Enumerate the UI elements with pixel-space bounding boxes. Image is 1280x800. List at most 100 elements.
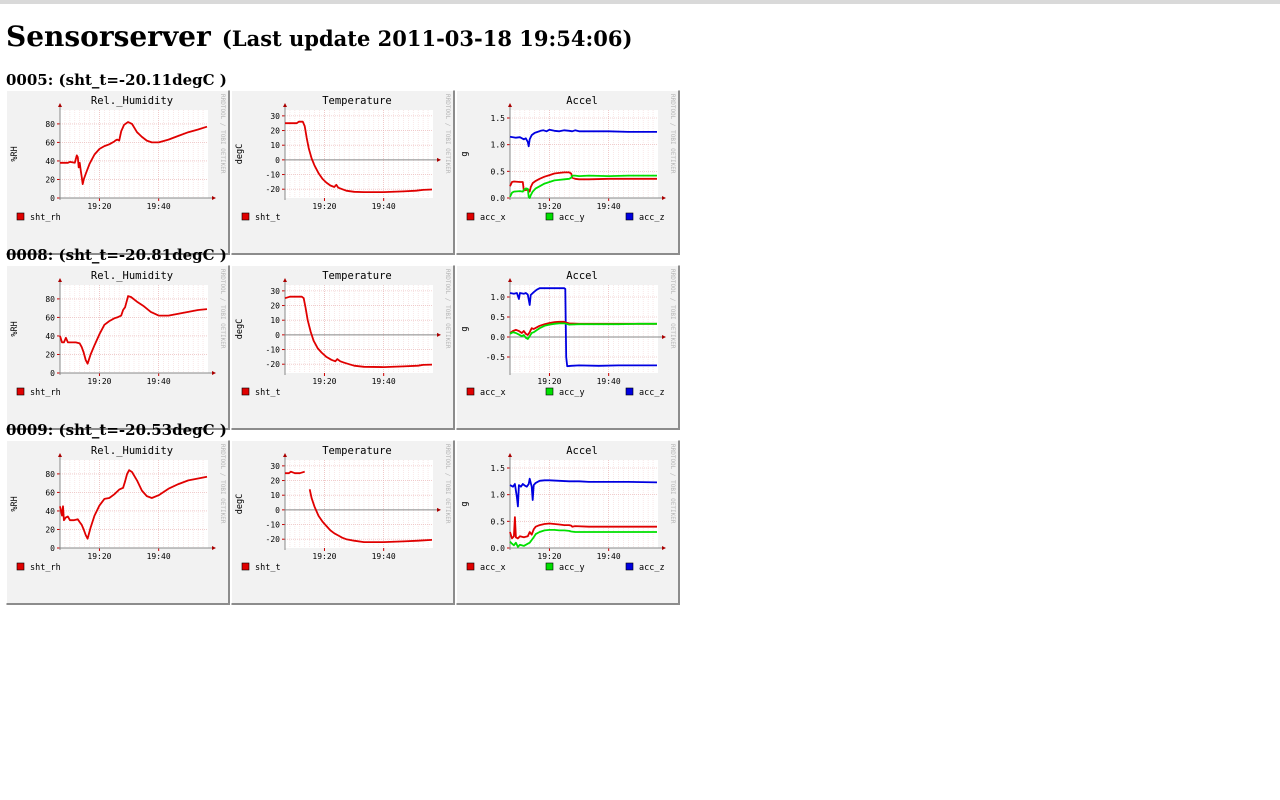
y-axis-arrow [283,453,287,457]
y-tick-label: 1.0 [491,293,506,302]
y-tick-label: 40 [45,157,55,166]
y-axis-arrow [508,278,512,282]
rrd-graph: 0.0 0.5 1.0 1.5 19:20 19:40 Accel g RRDTOOL / TO… [456,90,680,255]
y-axis-label: g [460,501,470,506]
x-tick-label: 19:20 [312,377,336,386]
y-tick-label: 60 [45,488,55,497]
rrdtool-watermark: RRDTOOL / TOBI OETIKER [219,94,226,174]
legend-label: sht_t [255,563,281,573]
y-axis-label: degC [235,144,245,164]
legend-label: acc_x [480,213,506,223]
y-tick-label: 30 [270,287,280,296]
y-axis-arrow [508,453,512,457]
series-line [59,295,208,365]
x-tick-label: 19:40 [372,202,396,211]
series-line [285,470,305,475]
x-axis-arrow [662,335,666,339]
sensor-id: 0008: [6,246,54,264]
rrd-graph: -20 -10 0 10 20 30 19:20 19:40 Temperature degC RR… [231,90,455,255]
y-tick-label: 30 [270,112,280,121]
y-tick-label: 10 [270,316,280,325]
rrdtool-watermark: RRDTOOL / TOBI OETIKER [444,444,451,524]
legend-label: sht_rh [30,563,61,573]
y-axis-label: %RH [10,321,20,336]
frame-shadow [456,265,680,430]
x-tick-label: 19:40 [147,377,171,386]
rrdtool-watermark: RRDTOOL / TOBI OETIKER [669,444,676,524]
legend-label: sht_t [255,388,281,398]
sensor-heading: 0005: (sht_t=-20.11degC ) [6,73,227,88]
last-update-text: (Last update 2011-03-18 19:54:06) [221,26,633,51]
y-tick-label: 80 [45,470,55,479]
x-tick-label: 19:20 [537,377,561,386]
y-tick-label: 20 [270,302,280,311]
legend-swatch [466,562,475,571]
y-tick-label: 0 [275,156,280,165]
y-tick-label: 0.5 [491,517,506,526]
frame-shadow [6,265,230,430]
y-tick-label: 80 [45,120,55,129]
x-tick-label: 19:20 [537,202,561,211]
legend-swatch [16,387,25,396]
x-tick-label: 19:40 [372,552,396,561]
x-axis-arrow [437,157,441,162]
rrdtool-watermark: RRDTOOL / TOBI OETIKER [444,269,451,349]
legend-label: acc_z [639,388,665,398]
rrd-graph: 0 20 40 60 80 19:20 19:40 Rel._Humidity %RH RRDTO… [6,265,230,430]
x-tick-label: 19:20 [87,552,111,561]
graph-row: 0 20 40 60 80 19:20 19:40 Rel._Humidity %RH RRDTO… [6,265,680,430]
frame-highlight [6,90,230,255]
rrd-graph: -20 -10 0 10 20 30 19:20 19:40 Temperature degC RR… [231,440,455,605]
series-line [509,529,657,548]
sensor-reading: (sht_t=-20.53degC ) [58,421,227,439]
legend-swatch [545,387,554,396]
frame-shadow [456,440,680,605]
y-axis-arrow [58,453,62,457]
frame-highlight [456,440,680,605]
frame-highlight [231,440,455,605]
series-line [285,120,433,193]
series-line [509,322,657,340]
frame-shadow [456,90,680,255]
frame-shadow [231,440,455,605]
sensor-reading: (sht_t=-20.11degC ) [58,71,227,89]
y-axis-label: degC [235,494,245,514]
x-tick-label: 19:40 [147,202,171,211]
y-axis-arrow [508,103,512,107]
rrdtool-watermark: RRDTOOL / TOBI OETIKER [669,94,676,174]
y-axis-label: g [460,151,470,156]
legend-label: acc_x [480,388,506,398]
frame-highlight [6,265,230,430]
y-tick-label: 0.0 [491,333,506,342]
graph-row: 0 20 40 60 80 19:20 19:40 Rel._Humidity %RH RRDTO… [6,440,680,605]
y-tick-label: 20 [45,175,55,184]
legend-swatch [625,562,634,571]
graph-title: Accel [566,270,598,282]
sensor-id: 0005: [6,71,54,89]
x-tick-label: 19:20 [312,202,336,211]
x-tick-label: 19:20 [87,202,111,211]
series-line [509,287,657,368]
y-tick-label: 0 [275,331,280,340]
y-tick-label: 0.5 [491,167,506,176]
page-title-text: Sensorserver [6,20,211,53]
legend-swatch [241,387,250,396]
graph-title: Temperature [322,445,392,457]
x-tick-label: 19:40 [597,552,621,561]
x-axis-arrow [662,546,666,550]
y-tick-label: 60 [45,313,55,322]
x-axis-arrow [212,196,216,200]
rrd-graph: 0.0 0.5 1.0 1.5 19:20 19:40 Accel g RRDTOOL / TO… [456,440,680,605]
y-tick-label: 1.0 [491,141,506,150]
y-axis-arrow [58,278,62,282]
x-axis-arrow [437,332,441,337]
legend-label: sht_t [255,213,281,223]
graph-title: Rel._Humidity [91,270,173,282]
legend-label: acc_x [480,563,506,573]
legend-label: sht_rh [30,388,61,398]
y-tick-label: 20 [270,477,280,486]
legend-label: acc_y [559,213,585,223]
y-tick-label: 20 [45,525,55,534]
rrdtool-watermark: RRDTOOL / TOBI OETIKER [219,269,226,349]
sensor-heading: 0009: (sht_t=-20.53degC ) [6,423,227,438]
